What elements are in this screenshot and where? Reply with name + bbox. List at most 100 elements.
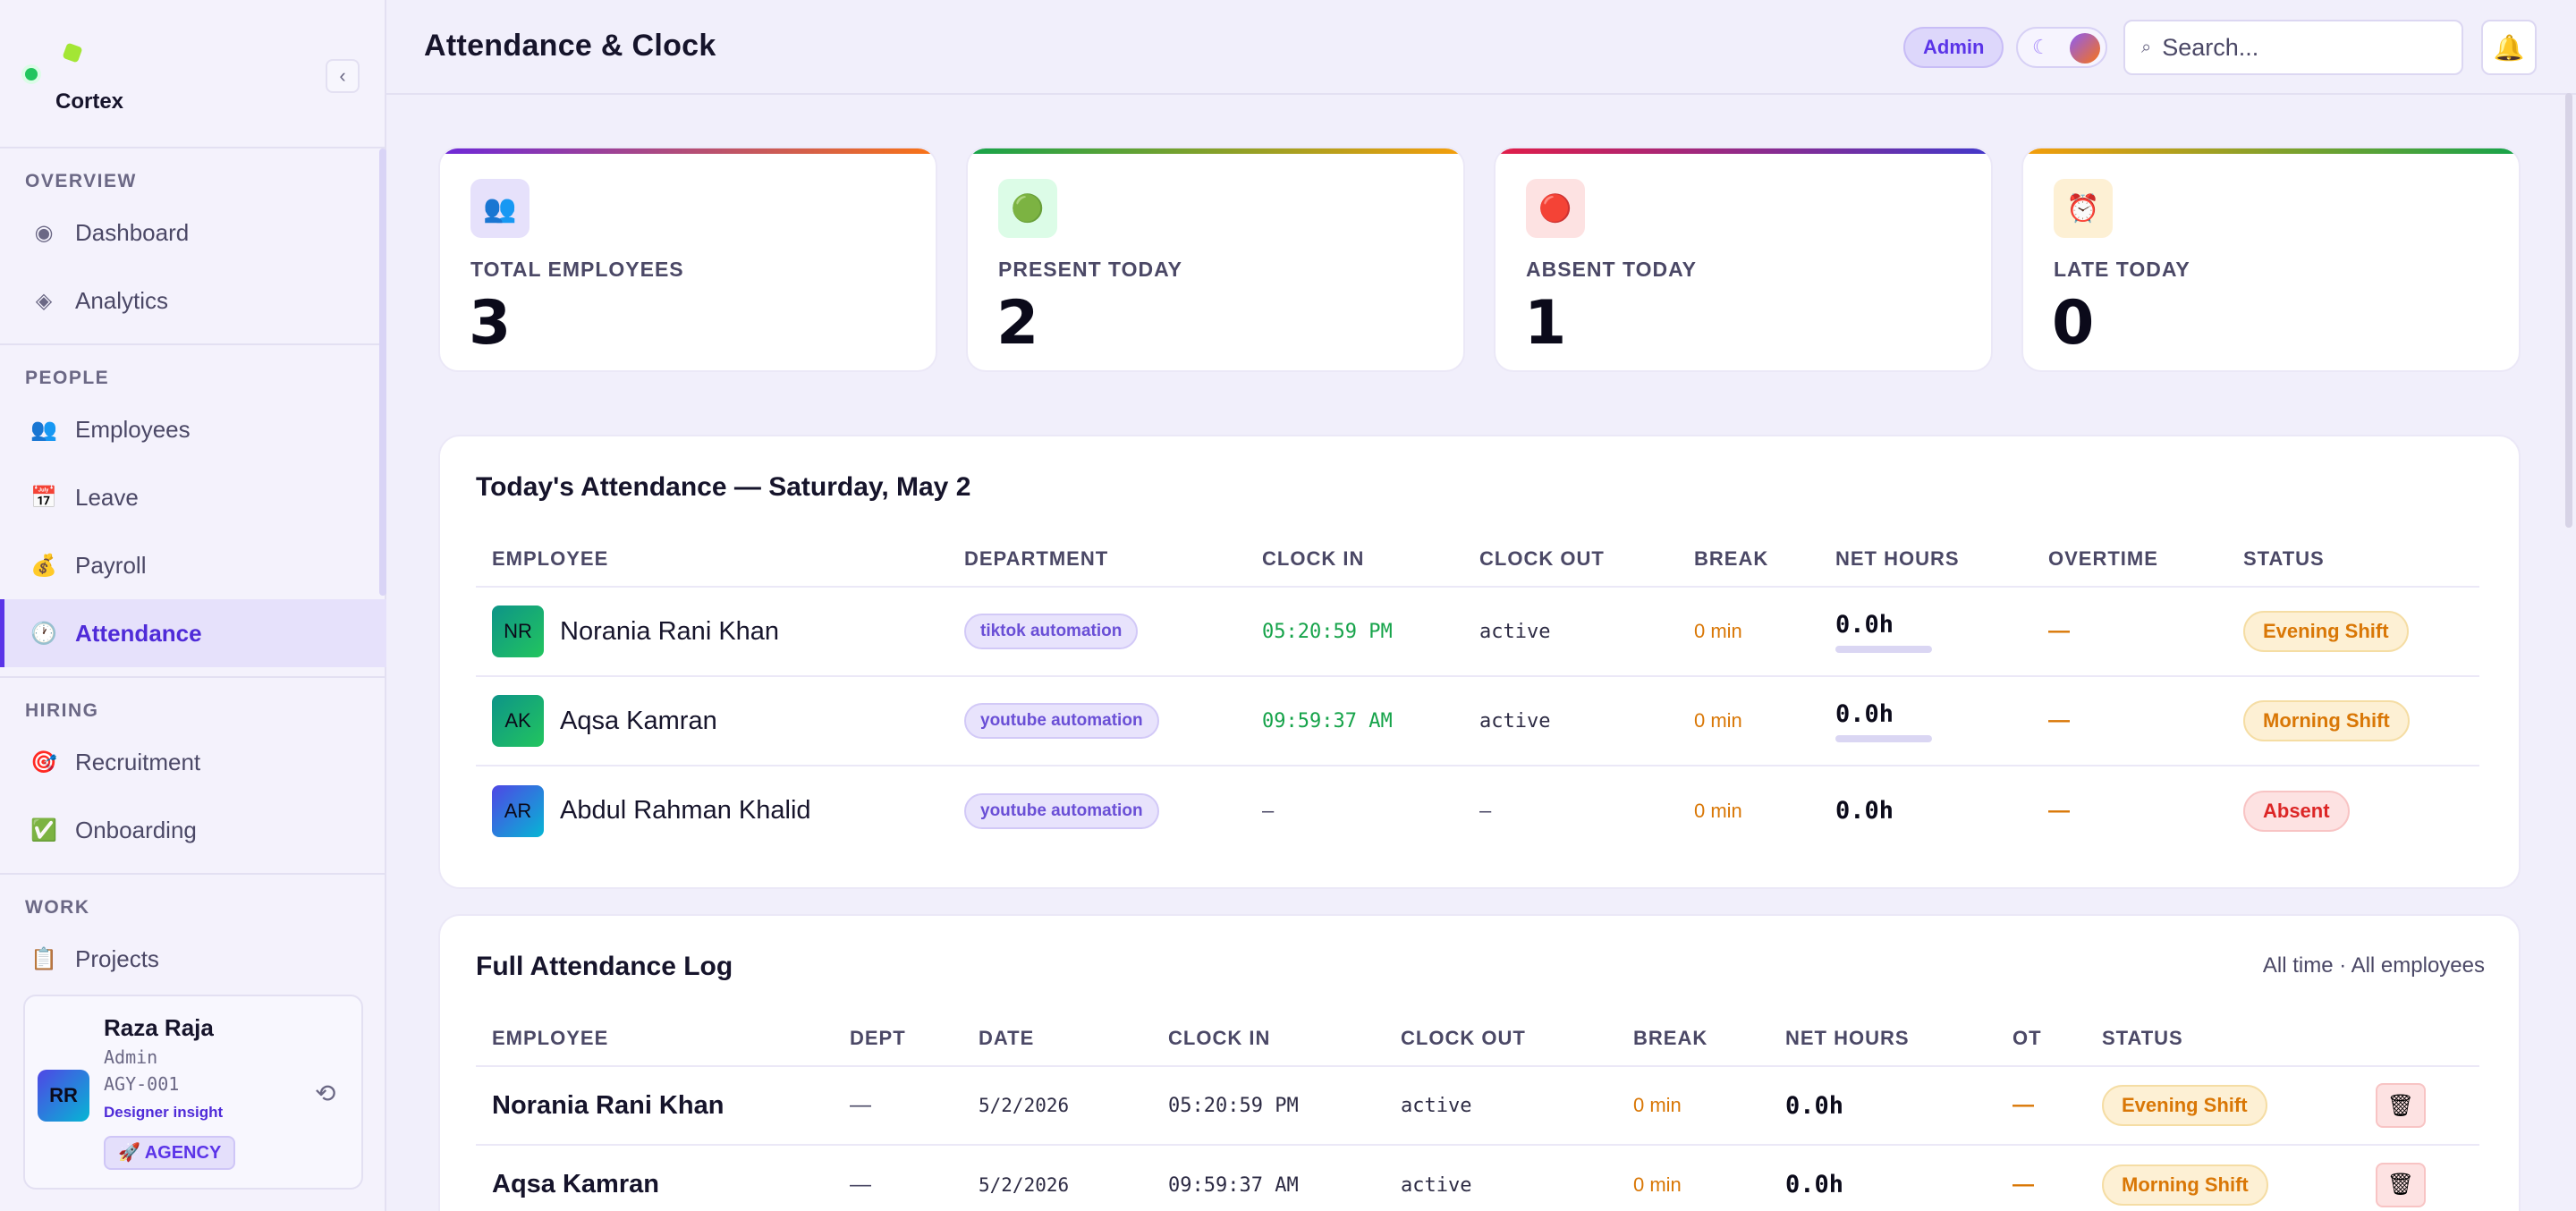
card-accent-bar [968,148,1463,154]
main-scrollbar[interactable] [2565,93,2572,528]
delete-button[interactable]: 🗑 [2376,1083,2426,1128]
sidebar-item-analytics[interactable]: ◈ Analytics [0,267,386,335]
column-header[interactable]: EMPLOYEE [476,1011,834,1067]
notifications-button[interactable]: 🔔 [2481,20,2537,75]
clock-in-time: 09:59:37 AM [1262,710,1393,733]
column-header[interactable]: CLOCK OUT [1463,531,1678,588]
table-row[interactable]: AK Aqsa Kamran youtube automation 09:59:… [476,676,2479,766]
logo-icon [62,42,83,64]
dept-value: — [850,1172,871,1197]
table-row[interactable]: Norania Rani Khan — 5/2/2026 05:20:59 PM… [476,1066,2479,1146]
page-title: Attendance & Clock [424,29,716,63]
sidebar-item-projects[interactable]: 📋 Projects [0,925,386,993]
sidebar-item-dashboard[interactable]: ◉ Dashboard [0,199,386,267]
main-content: Attendance & Clock Admin ☾ ⌕ 🔔 👥 TOTAL E… [386,0,2576,1211]
break-duration: 0 min [1633,1094,1682,1116]
column-header[interactable]: CLOCK IN [1152,1011,1385,1067]
toggle-knob [2070,33,2100,64]
column-header[interactable]: OT [1996,1011,2086,1067]
agency-badge: 🚀 AGENCY [104,1136,236,1170]
user-insight-label: Designer insight [104,1104,224,1121]
clock-out-time: active [1479,621,1551,643]
dashboard-icon: ◉ [34,220,54,245]
search-input[interactable] [2162,33,2431,62]
search-box[interactable]: ⌕ [2123,20,2463,75]
nav-section-hiring: HIRING 🎯 Recruitment ✅ Onboarding [0,678,386,875]
stat-card-present-today: 🟢 PRESENT TODAY 2 [966,147,1465,372]
attendance-log-table: EMPLOYEE DEPT DATE CLOCK IN CLOCK OUT BR… [476,1011,2479,1211]
column-header[interactable]: BREAK [1617,1011,1769,1067]
net-hours: 0.0h [1835,797,1894,825]
user-card[interactable]: RR Raza Raja Admin AGY-001 Designer insi… [23,995,363,1190]
bell-icon: 🔔 [2493,33,2525,62]
sidebar-item-label: Employees [75,415,191,443]
sidebar-item-recruitment[interactable]: 🎯 Recruitment [0,728,386,796]
sidebar-scrollbar[interactable] [379,148,386,596]
column-header[interactable]: OVERTIME [2032,531,2227,588]
column-header[interactable]: CLOCK IN [1246,531,1463,588]
sidebar-item-onboarding[interactable]: ✅ Onboarding [0,796,386,864]
chevron-left-icon: ‹ [339,64,346,87]
stat-value: 2 [996,288,1039,359]
stat-value: 0 [2052,288,2095,359]
column-header[interactable]: EMPLOYEE [476,531,948,588]
search-icon: ⌕ [2141,37,2152,57]
brand: Cortex ‹ [0,0,385,148]
date-value: 5/2/2026 [979,1095,1070,1116]
sidebar-item-payroll[interactable]: 💰 Payroll [0,531,386,599]
analytics-icon: ◈ [35,288,53,313]
stat-card-late-today: ⏰ LATE TODAY 0 [2021,147,2521,372]
sidebar-item-employees[interactable]: 👥 Employees [0,395,386,463]
table-row[interactable]: NR Norania Rani Khan tiktok automation 0… [476,587,2479,677]
clock-in-time: 05:20:59 PM [1262,621,1393,643]
sidebar-item-leave[interactable]: 📅 Leave [0,463,386,531]
column-header[interactable]: NET HOURS [1769,1011,1996,1067]
card-accent-bar [1496,148,1991,154]
today-attendance-table: EMPLOYEE DEPARTMENT CLOCK IN CLOCK OUT B… [476,531,2479,855]
column-header[interactable]: DATE [962,1011,1152,1067]
net-hours: 0.0h [1835,699,1894,728]
delete-button[interactable]: 🗑 [2376,1162,2426,1207]
sidebar-item-label: Recruitment [75,748,201,775]
status-badge: Evening Shift [2243,611,2409,652]
column-header[interactable]: DEPARTMENT [948,531,1246,588]
stat-value: 1 [1524,288,1567,359]
column-header[interactable]: CLOCK OUT [1385,1011,1617,1067]
clock-out-time: – [1479,800,1492,823]
sidebar-item-label: Payroll [75,551,147,579]
stat-card-total-employees: 👥 TOTAL EMPLOYEES 3 [438,147,937,372]
sidebar-nav[interactable]: OVERVIEW ◉ Dashboard ◈ Analytics PEOPLE … [0,148,386,993]
nav-section-overview: OVERVIEW ◉ Dashboard ◈ Analytics [0,148,386,345]
clock-out-time: active [1401,1173,1472,1197]
user-name: Raza Raja [104,1014,214,1041]
avatar: RR [38,1070,89,1122]
section-label: OVERVIEW [25,171,137,191]
sidebar-item-label: Attendance [75,619,202,647]
column-header[interactable]: STATUS [2086,1011,2360,1067]
table-row[interactable]: AR Abdul Rahman Khalid youtube automatio… [476,766,2479,855]
history-icon[interactable]: ⟲ [315,1080,336,1107]
money-bag-icon: 💰 [30,553,57,578]
table-header-row: EMPLOYEE DEPT DATE CLOCK IN CLOCK OUT BR… [476,1011,2479,1067]
overtime-value: — [2048,798,2070,823]
nav-section-work: WORK 📋 Projects [0,875,386,993]
clock-icon: 🕐 [30,621,57,646]
break-duration: 0 min [1694,709,1742,732]
column-header[interactable]: NET HOURS [1819,531,2032,588]
employee-name: Aqsa Kamran [560,706,717,735]
status-badge: Morning Shift [2243,700,2410,741]
collapse-sidebar-button[interactable]: ‹ [326,59,360,93]
stat-label: ABSENT TODAY [1526,258,1697,281]
table-row[interactable]: Aqsa Kamran — 5/2/2026 09:59:37 AM activ… [476,1145,2479,1211]
green-circle-icon: 🟢 [998,179,1057,238]
panel-title: Today's Attendance — Saturday, May 2 [476,472,971,502]
clock-out-time: active [1401,1095,1472,1117]
column-header[interactable]: DEPT [834,1011,962,1067]
sidebar-item-attendance[interactable]: 🕐 Attendance [0,599,386,667]
column-header[interactable]: STATUS [2227,531,2479,588]
status-badge: Morning Shift [2102,1164,2268,1206]
theme-toggle[interactable]: ☾ [2016,27,2107,68]
log-filter-summary: All time · All employees [2262,953,2485,978]
column-header[interactable]: BREAK [1678,531,1819,588]
